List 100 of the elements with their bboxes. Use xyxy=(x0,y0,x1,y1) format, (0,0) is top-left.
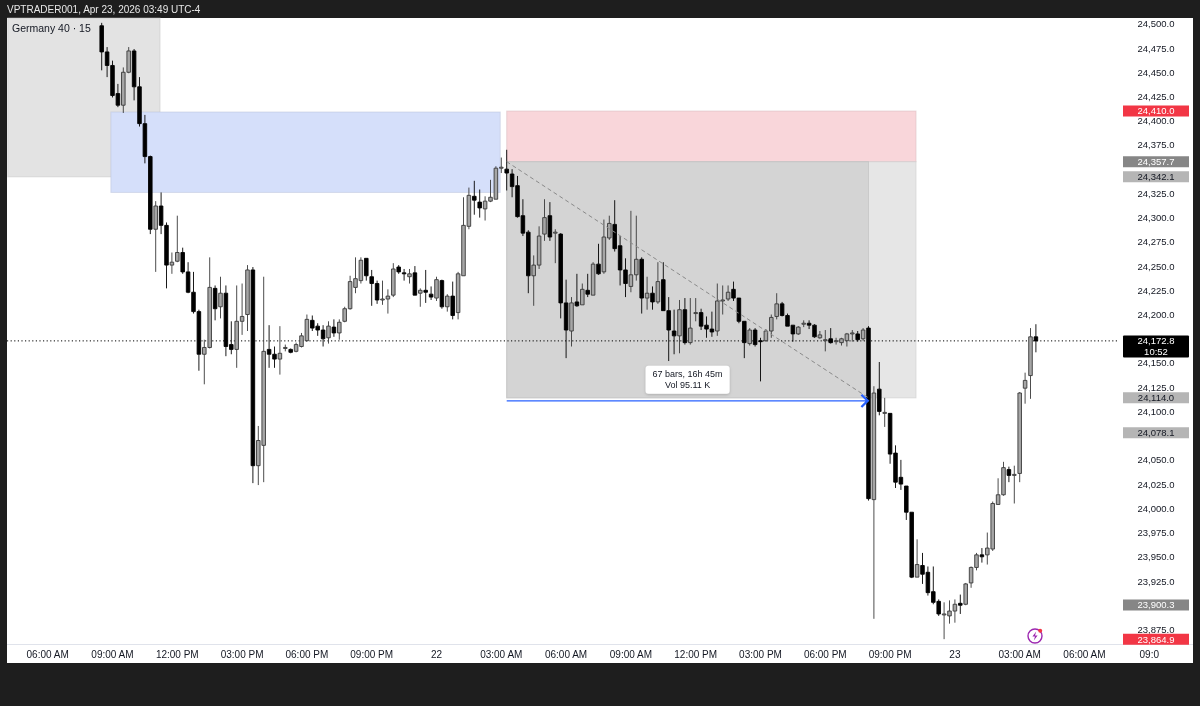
x-tick-label: 06:00 PM xyxy=(803,649,847,660)
y-tick-label: 24,425.0 xyxy=(1137,90,1175,102)
y-tick-label: 24,100.0 xyxy=(1137,405,1175,417)
candlestick xyxy=(434,276,439,302)
candlestick xyxy=(801,319,806,328)
y-tick-label: 24,475.0 xyxy=(1137,42,1175,54)
y-tick-label: 24,125.0 xyxy=(1137,381,1175,393)
candlestick xyxy=(979,547,985,564)
candlestick xyxy=(877,361,882,416)
candlestick xyxy=(585,273,590,298)
candlestick xyxy=(580,283,585,306)
candlestick xyxy=(331,318,337,338)
y-tick-label: 24,400.0 xyxy=(1137,115,1175,127)
ref-line-label: 23,864.9 xyxy=(1137,633,1175,645)
ref-line-label: 23,900.3 xyxy=(1137,599,1175,611)
candlestick xyxy=(677,299,682,354)
x-tick-label: 22 xyxy=(430,649,443,660)
candlestick xyxy=(450,281,455,320)
candlestick xyxy=(364,257,369,282)
candlestick xyxy=(871,385,877,620)
x-tick-label: 09:00 AM xyxy=(609,649,653,660)
candlestick xyxy=(477,189,482,219)
candlestick xyxy=(1022,372,1028,405)
candlestick xyxy=(428,285,434,301)
candlestick xyxy=(175,215,180,263)
candlestick xyxy=(747,327,752,346)
candlestick xyxy=(860,327,866,342)
x-tick-label: 09:00 PM xyxy=(350,649,394,660)
candlestick xyxy=(1012,465,1017,504)
x-tick-label: 09:0 xyxy=(1139,649,1160,660)
x-tick-label: 12:00 PM xyxy=(674,649,718,660)
candlestick xyxy=(283,344,288,352)
candlestick xyxy=(644,276,650,311)
y-tick-label: 23,950.0 xyxy=(1137,551,1175,563)
x-tick-label: 12:00 PM xyxy=(155,649,199,660)
candlestick xyxy=(326,320,331,345)
candlestick xyxy=(337,318,342,341)
candlestick xyxy=(590,261,596,296)
candlestick xyxy=(418,287,423,308)
candlestick xyxy=(218,276,223,319)
candlestick xyxy=(1033,323,1039,353)
x-tick-label: 23 xyxy=(949,649,961,660)
band-label: 67 bars, 16h 45m Vol 95.11 K xyxy=(652,368,723,390)
ref-line-label: 24,342.1 xyxy=(1137,171,1175,183)
candlestick xyxy=(423,269,428,304)
x-tick-label: 06:00 AM xyxy=(26,649,69,660)
x-tick-label: 03:00 PM xyxy=(220,649,264,660)
y-tick-label: 23,975.0 xyxy=(1137,527,1175,539)
candlestick xyxy=(817,330,823,340)
candlestick xyxy=(639,256,644,315)
ref-line-label: 24,114.0 xyxy=(1137,392,1175,404)
x-tick-label: 03:00 AM xyxy=(480,649,523,660)
ref-line-label: 24,410.0 xyxy=(1137,105,1175,117)
ref-line-label: 24,172.8 10:52 xyxy=(1137,335,1175,358)
y-tick-label: 24,250.0 xyxy=(1137,260,1175,272)
y-tick-label: 24,225.0 xyxy=(1137,284,1175,296)
candlestick xyxy=(693,297,698,322)
chart-title: Germany 40 · 15 xyxy=(12,22,91,34)
candlestick xyxy=(774,292,779,320)
x-tick-label: 03:00 PM xyxy=(739,649,782,660)
candlestick xyxy=(1017,391,1022,483)
y-tick-label: 24,275.0 xyxy=(1137,236,1175,248)
candlestick xyxy=(655,261,661,305)
candlestick xyxy=(472,180,477,216)
candlestick xyxy=(547,201,553,242)
candlestick xyxy=(796,325,801,336)
candlestick xyxy=(245,264,250,332)
y-tick-label: 24,450.0 xyxy=(1137,66,1175,78)
candlestick xyxy=(1006,466,1012,483)
candlestick xyxy=(169,252,175,275)
candlestick xyxy=(882,397,887,428)
x-tick-label: 06:00 PM xyxy=(285,649,329,660)
x-tick-label: 09:00 PM xyxy=(868,649,912,660)
candlestick xyxy=(277,325,283,376)
y-tick-label: 24,325.0 xyxy=(1137,187,1175,199)
y-tick-label: 24,300.0 xyxy=(1137,212,1175,224)
candlestick xyxy=(1028,327,1033,400)
candlestick xyxy=(439,279,445,310)
ref-line-label: 24,357.7 xyxy=(1137,156,1175,168)
x-tick-label: 06:00 AM xyxy=(544,649,588,660)
candlestick xyxy=(574,273,580,308)
candlestick xyxy=(828,327,833,345)
y-tick-label: 23,875.0 xyxy=(1137,623,1175,635)
y-tick-label: 24,200.0 xyxy=(1137,309,1175,321)
candlestick xyxy=(288,347,293,354)
candlestick xyxy=(596,243,601,276)
y-tick-label: 24,000.0 xyxy=(1137,502,1175,514)
chart-subtitle: VPTRADER001, Apr 23, 2026 03:49 UTC-4 xyxy=(7,3,201,15)
candlestick xyxy=(823,329,828,352)
y-tick-label: 24,025.0 xyxy=(1137,478,1175,490)
candlestick xyxy=(855,330,860,343)
y-tick-label: 24,500.0 xyxy=(1137,18,1175,30)
candlestick xyxy=(407,268,412,284)
y-tick-label: 24,050.0 xyxy=(1137,454,1175,466)
candlestick xyxy=(412,265,418,296)
y-tick-label: 24,150.0 xyxy=(1137,357,1175,369)
candlestick xyxy=(958,594,963,615)
candlestick xyxy=(650,285,655,311)
ref-line-label: 24,078.1 xyxy=(1137,427,1175,439)
candlestick xyxy=(445,293,450,313)
